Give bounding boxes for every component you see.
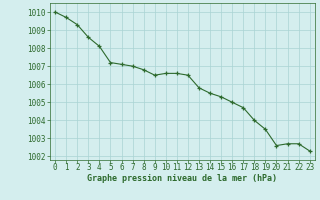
X-axis label: Graphe pression niveau de la mer (hPa): Graphe pression niveau de la mer (hPa) <box>87 174 277 183</box>
